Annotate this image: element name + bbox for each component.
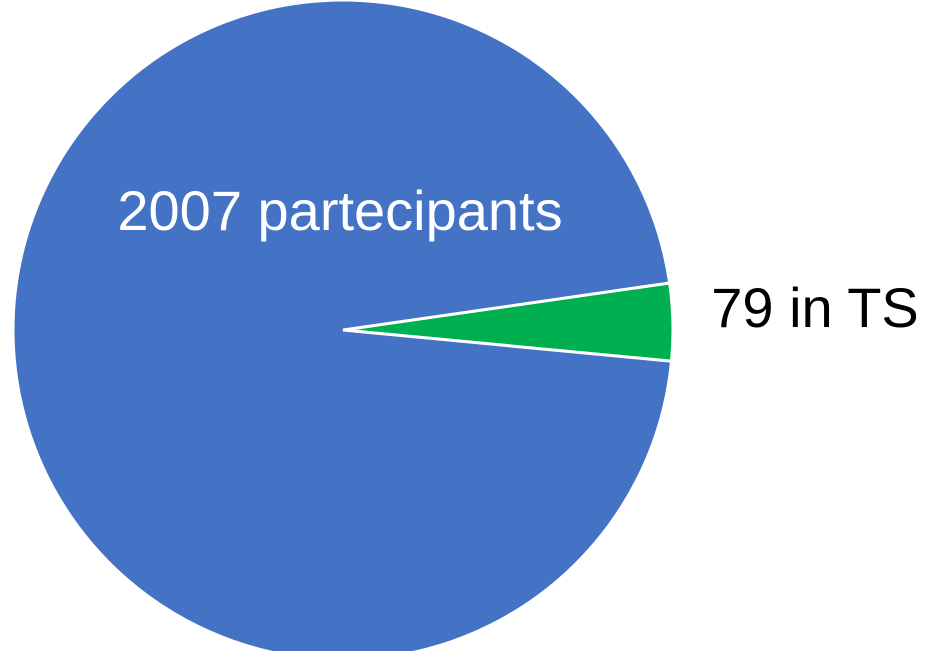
pie-slice: [11, 0, 674, 651]
slice-label: 2007 partecipants: [117, 179, 562, 242]
slice-label: 79 in TS: [711, 276, 919, 339]
